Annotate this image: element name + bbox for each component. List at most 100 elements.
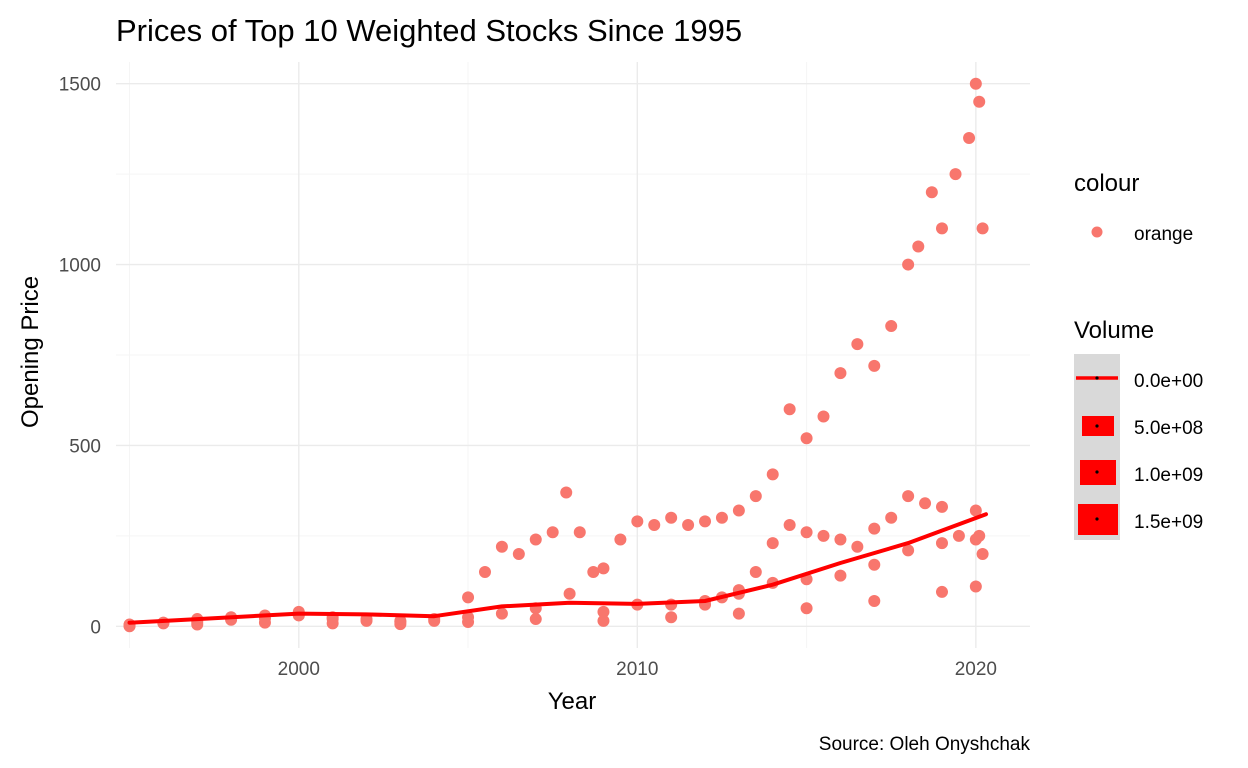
data-point-s3-2 — [258, 616, 271, 629]
data-point-s3-12 — [935, 585, 948, 598]
legend-colour-label-0: orange — [1134, 224, 1193, 245]
data-point-s0-44 — [973, 95, 986, 108]
y-tick-label-1: 500 — [69, 436, 101, 457]
legend-volume-key-0 — [1076, 376, 1118, 380]
plot-panel: 2000 2010 2020 0 500 1000 1500 — [59, 62, 1030, 680]
x-tick-label-1: 2010 — [616, 659, 658, 680]
data-point-s3-3 — [326, 617, 339, 630]
gridlines — [116, 62, 1030, 648]
y-tick-label-0: 0 — [90, 617, 101, 638]
data-point-s1-4 — [766, 537, 779, 550]
legend-volume-label-3: 1.5e+09 — [1134, 512, 1203, 533]
legend-volume-title: Volume — [1074, 317, 1154, 344]
data-point-s3-1 — [191, 618, 204, 631]
data-point-s2-14 — [597, 605, 610, 618]
data-point-s1-3 — [749, 566, 762, 579]
data-point-s1-14 — [935, 500, 948, 513]
data-point-s0-22 — [648, 519, 661, 532]
data-point-s1-7 — [817, 529, 830, 542]
data-point-s2-11 — [495, 607, 508, 620]
data-point-s3-13 — [969, 580, 982, 593]
data-point-s0-15 — [546, 526, 559, 539]
data-point-s0-33 — [834, 367, 847, 380]
data-point-s3-8 — [665, 611, 678, 624]
data-point-s3-7 — [597, 614, 610, 627]
data-point-s0-10 — [462, 591, 475, 604]
data-point-s0-16 — [560, 486, 573, 499]
x-tick-label-2: 2020 — [955, 659, 997, 680]
data-point-s3-5 — [462, 615, 475, 628]
data-point-s0-13 — [512, 547, 525, 560]
data-point-s0-43 — [969, 77, 982, 90]
data-point-s3-4 — [394, 618, 407, 631]
data-point-s0-30 — [783, 403, 796, 416]
y-tick-label-2: 1000 — [59, 256, 101, 277]
legend-volume-key-1 — [1082, 416, 1114, 436]
data-point-s1-8 — [834, 533, 847, 546]
y-axis-title: Opening Price — [17, 276, 44, 428]
legend-colour-title: colour — [1074, 170, 1139, 197]
data-point-s0-39 — [925, 186, 938, 199]
data-point-s2-13 — [563, 587, 576, 600]
data-point-s2-21 — [834, 569, 847, 582]
data-point-s1-15 — [952, 529, 965, 542]
data-point-s0-23 — [665, 511, 678, 524]
data-point-s0-25 — [699, 515, 712, 528]
data-point-s1-18 — [976, 547, 989, 560]
data-point-s0-24 — [682, 519, 695, 532]
trend-line-0 — [127, 512, 988, 625]
legend-colour: colour orange — [1074, 170, 1193, 245]
data-point-s0-36 — [885, 320, 898, 333]
data-point-s0-20 — [614, 533, 627, 546]
data-point-s1-13 — [919, 497, 932, 510]
data-point-s0-32 — [817, 410, 830, 423]
data-point-s0-37 — [902, 258, 915, 271]
y-axis-ticks: 0 500 1000 1500 — [59, 75, 101, 639]
data-point-s1-9 — [851, 540, 864, 553]
data-point-s0-27 — [732, 504, 745, 517]
data-point-s1-11 — [885, 511, 898, 524]
data-point-s0-11 — [478, 566, 491, 579]
data-point-s1-16 — [969, 504, 982, 517]
data-point-s3-6 — [529, 613, 542, 626]
data-point-s0-31 — [800, 432, 813, 445]
data-point-s2-22 — [868, 558, 881, 571]
data-point-s2-23 — [902, 544, 915, 557]
data-point-s0-21 — [631, 515, 644, 528]
data-point-s2-24 — [935, 537, 948, 550]
data-point-s3-10 — [800, 602, 813, 615]
x-axis-title: Year — [548, 688, 597, 715]
data-point-s2-25 — [969, 533, 982, 546]
data-point-s0-29 — [766, 468, 779, 481]
chart-caption: Source: Oleh Onyshchak — [819, 734, 1031, 755]
data-point-s1-6 — [800, 526, 813, 539]
y-tick-label-3: 1500 — [59, 75, 101, 96]
data-point-s3-11 — [868, 594, 881, 607]
legend-volume-key-3 — [1078, 504, 1118, 535]
data-point-s0-45 — [976, 222, 989, 235]
legend-volume: Volume 0.0e+00 5.0e+08 1.0e+09 1.5e+09 — [1074, 317, 1203, 540]
data-point-s1-10 — [868, 522, 881, 535]
data-point-s0-35 — [868, 359, 881, 372]
data-point-s1-5 — [783, 519, 796, 532]
data-point-s2-7 — [360, 614, 373, 627]
x-tick-label-0: 2000 — [278, 659, 320, 680]
legend-volume-label-0: 0.0e+00 — [1134, 371, 1203, 392]
data-point-s0-40 — [935, 222, 948, 235]
data-point-s1-12 — [902, 490, 915, 503]
data-point-s0-26 — [715, 511, 728, 524]
data-point-s0-17 — [573, 526, 586, 539]
data-point-s3-9 — [732, 607, 745, 620]
data-point-s0-38 — [912, 240, 925, 253]
legend-colour-key-0 — [1091, 226, 1103, 238]
legend-volume-label-2: 1.0e+09 — [1134, 465, 1203, 486]
trend-line-layer — [127, 512, 988, 625]
data-point-s0-19 — [597, 562, 610, 575]
chart-title: Prices of Top 10 Weighted Stocks Since 1… — [116, 13, 742, 48]
data-point-s0-28 — [749, 490, 762, 503]
x-axis-ticks: 2000 2010 2020 — [278, 659, 997, 680]
data-point-s0-34 — [851, 338, 864, 351]
data-point-s0-42 — [963, 131, 976, 144]
legend-volume-key-2 — [1080, 460, 1116, 485]
